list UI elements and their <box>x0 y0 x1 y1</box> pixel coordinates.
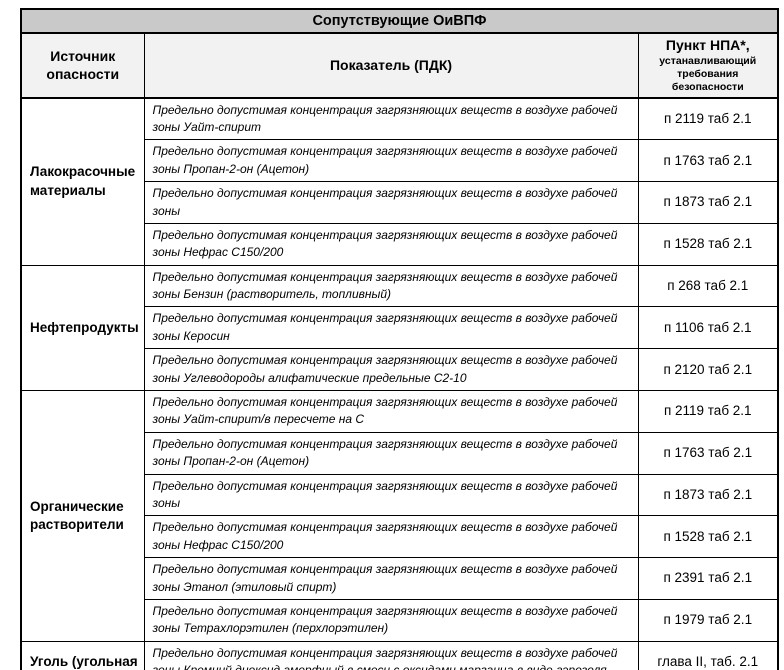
table-row: Предельно допустимая концентрация загряз… <box>21 515 779 559</box>
indicator-cell: Предельно допустимая концентрация загряз… <box>143 222 639 266</box>
indicator-cell: Предельно допустимая концентрация загряз… <box>143 97 639 141</box>
indicator-cell: Предельно допустимая концентрация загряз… <box>143 264 639 308</box>
source-cell: Нефтепродукты <box>20 264 145 392</box>
npa-reference-cell: п 2119 таб 2.1 <box>637 390 779 433</box>
table-row: Предельно допустимая концентрация загряз… <box>21 222 779 266</box>
source-cell: Уголь (угольная пыль) <box>20 640 145 670</box>
source-cell: Лакокрасочные материалы <box>20 97 145 266</box>
npa-reference-cell: п 268 таб 2.1 <box>637 264 779 308</box>
column-header-row: Источник опасности Показатель (ПДК) Пунк… <box>20 32 779 99</box>
indicator-cell: Предельно допустимая концентрация загряз… <box>143 306 639 350</box>
npa-reference-cell: п 1873 таб 2.1 <box>637 181 779 224</box>
table-row: Нефтепродукты Предельно допустимая концен… <box>20 264 779 392</box>
npa-reference-cell: п 2391 таб 2.1 <box>637 557 779 600</box>
table-row: Предельно допустимая концентрация загряз… <box>21 348 779 392</box>
npa-reference-cell: п 1979 таб 2.1 <box>637 598 779 642</box>
npa-reference-cell: п 1873 таб 2.1 <box>637 473 779 517</box>
npa-reference-cell: п 2120 таб 2.1 <box>637 348 779 392</box>
indicator-cell: Предельно допустимая концентрация загряз… <box>143 557 639 600</box>
table-row: Предельно допустимая концентрация загряз… <box>21 306 779 350</box>
table-title-row: Сопутствующие ОиВПФ <box>20 8 779 34</box>
indicator-cell: Предельно допустимая концентрация загряз… <box>143 390 639 433</box>
npa-reference-cell: п 1528 таб 2.1 <box>637 222 779 266</box>
indicator-cell: Предельно допустимая концентрация загряз… <box>143 640 639 670</box>
indicator-cell: Предельно допустимая концентрация загряз… <box>143 515 639 559</box>
indicator-cell: Предельно допустимая концентрация загряз… <box>143 348 639 392</box>
column-header-npa: Пункт НПА*, устанавливающий требования б… <box>637 32 779 99</box>
indicator-cell: Предельно допустимая концентрация загряз… <box>143 431 639 475</box>
npa-reference-cell: п 1763 таб 2.1 <box>637 139 779 183</box>
table-row: Предельно допустимая концентрация загряз… <box>21 431 779 475</box>
table-body: Лакокрасочные материалы Предельно допусти… <box>20 97 779 670</box>
npa-reference-cell: п 1528 таб 2.1 <box>637 515 779 559</box>
table-row: Органические растворители Предельно допус… <box>20 390 779 642</box>
npa-reference-cell: глава II, таб. 2.1 Поз 150 <box>637 640 779 670</box>
table-row: Предельно допустимая концентрация загряз… <box>21 557 779 600</box>
npa-reference-cell: п 2119 таб 2.1 <box>637 97 779 141</box>
table-row: Предельно допустимая концентрация загряз… <box>21 139 779 183</box>
npa-reference-cell: п 1106 таб 2.1 <box>637 306 779 350</box>
table-row: Лакокрасочные материалы Предельно допусти… <box>20 97 779 266</box>
table-row: Предельно допустимая концентрация загряз… <box>21 473 779 517</box>
indicator-cell: Предельно допустимая концентрация загряз… <box>143 598 639 642</box>
table-row: Уголь (угольная пыль)Предельно допустима… <box>20 640 779 670</box>
column-header-npa-title: Пункт НПА*, <box>665 37 750 53</box>
column-header-source: Источник опасности <box>20 32 145 99</box>
indicator-cell: Предельно допустимая концентрация загряз… <box>143 473 639 517</box>
hazards-table: Сопутствующие ОиВПФ Источник опасности П… <box>20 8 780 670</box>
table-row: Предельно допустимая концентрация загряз… <box>21 598 779 642</box>
source-cell: Органические растворители <box>20 390 145 642</box>
indicator-cell: Предельно допустимая концентрация загряз… <box>143 181 639 224</box>
npa-reference-cell: п 1763 таб 2.1 <box>637 431 779 475</box>
table-title: Сопутствующие ОиВПФ <box>20 8 779 34</box>
column-header-indicator: Показатель (ПДК) <box>143 32 639 99</box>
column-header-npa-subtitle: устанавливающий требования безопасности <box>659 55 757 94</box>
indicator-cell: Предельно допустимая концентрация загряз… <box>143 139 639 183</box>
